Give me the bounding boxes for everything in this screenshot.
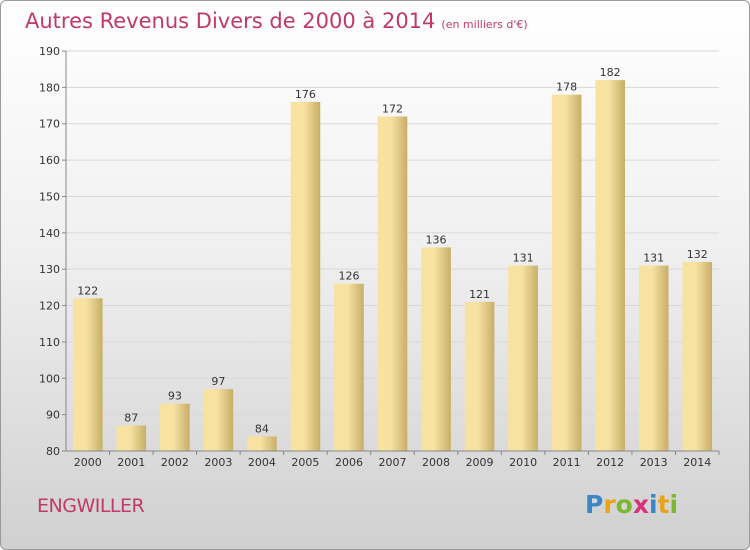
x-tick-label: 2011 bbox=[553, 456, 581, 469]
y-tick-label: 100 bbox=[39, 372, 60, 385]
commune-name: ENGWILLER bbox=[37, 495, 145, 517]
bar-2012 bbox=[595, 80, 625, 451]
data-label: 93 bbox=[168, 390, 182, 403]
bar-2013 bbox=[638, 265, 669, 451]
x-tick-label: 2008 bbox=[422, 456, 450, 469]
data-label: 121 bbox=[469, 288, 490, 301]
data-label: 122 bbox=[77, 284, 98, 297]
x-tick-label: 2006 bbox=[335, 456, 363, 469]
bar-2004 bbox=[247, 436, 277, 451]
bars bbox=[72, 80, 713, 452]
bar-2007 bbox=[377, 116, 408, 452]
y-tick-label: 150 bbox=[39, 190, 60, 203]
bar-2006 bbox=[334, 283, 364, 451]
logo-letter: i bbox=[649, 490, 658, 519]
x-tick-label: 2012 bbox=[596, 456, 624, 469]
bar-2003 bbox=[203, 389, 234, 451]
logo-letter: i bbox=[669, 490, 679, 519]
x-tick-label: 2014 bbox=[683, 456, 711, 469]
logo-letter: t bbox=[657, 490, 670, 519]
bar-2009 bbox=[464, 301, 495, 451]
bar-2005 bbox=[290, 101, 321, 451]
logo-letter: r bbox=[603, 490, 616, 519]
y-tick-label: 110 bbox=[39, 336, 60, 349]
chart-title: Autres Revenus Divers de 2000 à 2014 bbox=[25, 9, 436, 33]
data-label: 176 bbox=[295, 88, 316, 101]
bar-2010 bbox=[508, 265, 538, 451]
y-tick-label: 190 bbox=[39, 45, 60, 58]
x-tick-label: 2004 bbox=[248, 456, 276, 469]
data-label: 131 bbox=[643, 252, 664, 265]
x-tick-label: 2005 bbox=[291, 456, 319, 469]
x-tick-label: 2003 bbox=[204, 456, 232, 469]
bar-2011 bbox=[551, 94, 582, 452]
y-tick-label: 120 bbox=[39, 300, 60, 313]
data-label: 136 bbox=[426, 233, 447, 246]
bar-2002 bbox=[160, 403, 190, 451]
logo-letter: o bbox=[615, 490, 633, 519]
logo-letter: x bbox=[632, 490, 649, 519]
y-tick-label: 130 bbox=[39, 263, 60, 276]
y-tick-label: 90 bbox=[46, 409, 60, 422]
y-tick-label: 180 bbox=[39, 81, 60, 94]
x-tick-label: 2001 bbox=[117, 456, 145, 469]
data-label: 132 bbox=[687, 248, 708, 261]
y-tick-label: 170 bbox=[39, 118, 60, 131]
data-label: 84 bbox=[255, 422, 269, 435]
x-tick-label: 2002 bbox=[161, 456, 189, 469]
x-tick-label: 2000 bbox=[74, 456, 102, 469]
bar-2001 bbox=[116, 425, 147, 451]
x-tick-label: 2010 bbox=[509, 456, 537, 469]
x-tick-label: 2007 bbox=[379, 456, 407, 469]
data-label: 126 bbox=[338, 270, 359, 283]
bar-2008 bbox=[421, 247, 451, 451]
data-label: 182 bbox=[600, 66, 621, 79]
data-label: 87 bbox=[124, 412, 138, 425]
chart-title-area: Autres Revenus Divers de 2000 à 2014 (en … bbox=[25, 9, 528, 33]
axes: 80 90 100 110 120 130 140 150 160 170 180 190 2000 20… bbox=[39, 45, 720, 469]
proxiti-logo[interactable]: Proxiti bbox=[585, 490, 678, 519]
data-label: 131 bbox=[513, 252, 534, 265]
y-tick-label: 160 bbox=[39, 154, 60, 167]
data-label: 172 bbox=[382, 102, 403, 115]
x-tick-label: 2013 bbox=[640, 456, 668, 469]
bar-2014 bbox=[682, 261, 713, 451]
data-label: 97 bbox=[211, 375, 225, 388]
x-tick-label: 2009 bbox=[466, 456, 494, 469]
data-label: 178 bbox=[556, 81, 577, 94]
bar-2000 bbox=[72, 298, 103, 451]
y-tick-label: 80 bbox=[46, 445, 60, 458]
logo-letter: P bbox=[585, 490, 604, 519]
data-labels: 122 87 93 97 84 176 126 172 136 121 131 178 182 131 13… bbox=[77, 66, 707, 435]
y-tick-label: 140 bbox=[39, 227, 60, 240]
chart-subtitle: (en milliers d'€) bbox=[441, 18, 528, 31]
